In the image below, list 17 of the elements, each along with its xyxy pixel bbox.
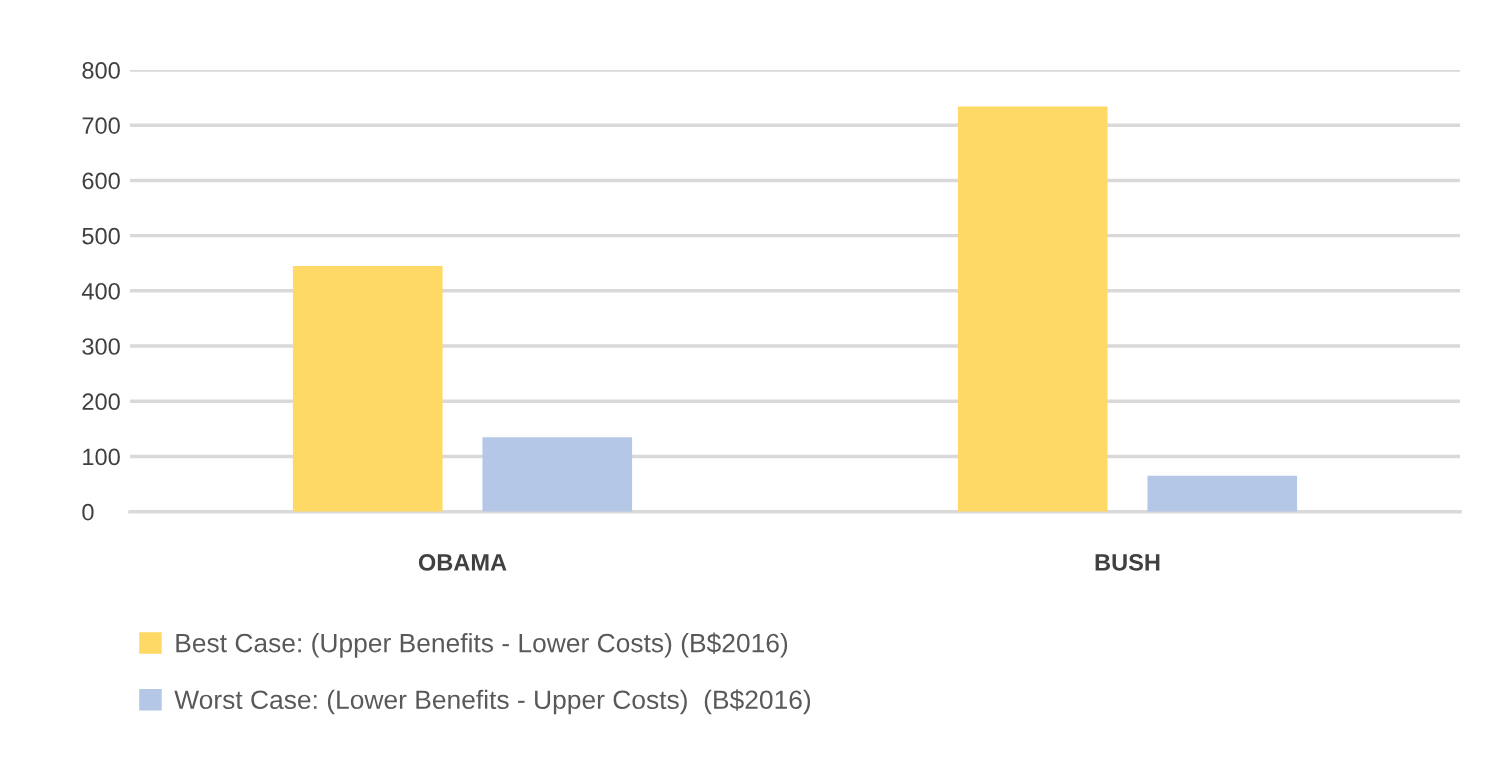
y-tick-label: 300: [82, 338, 120, 355]
x-tick-label: BUSH: [1095, 553, 1160, 571]
y-tick-label: 700: [82, 117, 120, 134]
y-tick-label: 100: [83, 448, 120, 466]
bar: [482, 437, 633, 512]
bar: [1147, 475, 1298, 512]
y-tick-label: 500: [82, 227, 120, 245]
y-tick-label: 800: [82, 62, 120, 79]
bar: [957, 106, 1108, 512]
bar: [292, 266, 443, 512]
x-tick-label: OBAMA: [418, 553, 507, 571]
y-tick-label: 600: [82, 172, 120, 190]
y-tick-label: 0: [82, 503, 94, 521]
y-tick-label: 400: [81, 282, 120, 300]
legend-label: Worst Case: (Lower Benefits - Upper Costs) (B$2016): [174, 689, 811, 715]
legend-label: Best Case: (Upper Benefits - Lower Costs) (B$2016): [176, 632, 788, 658]
y-tick-label: 200: [82, 393, 120, 411]
